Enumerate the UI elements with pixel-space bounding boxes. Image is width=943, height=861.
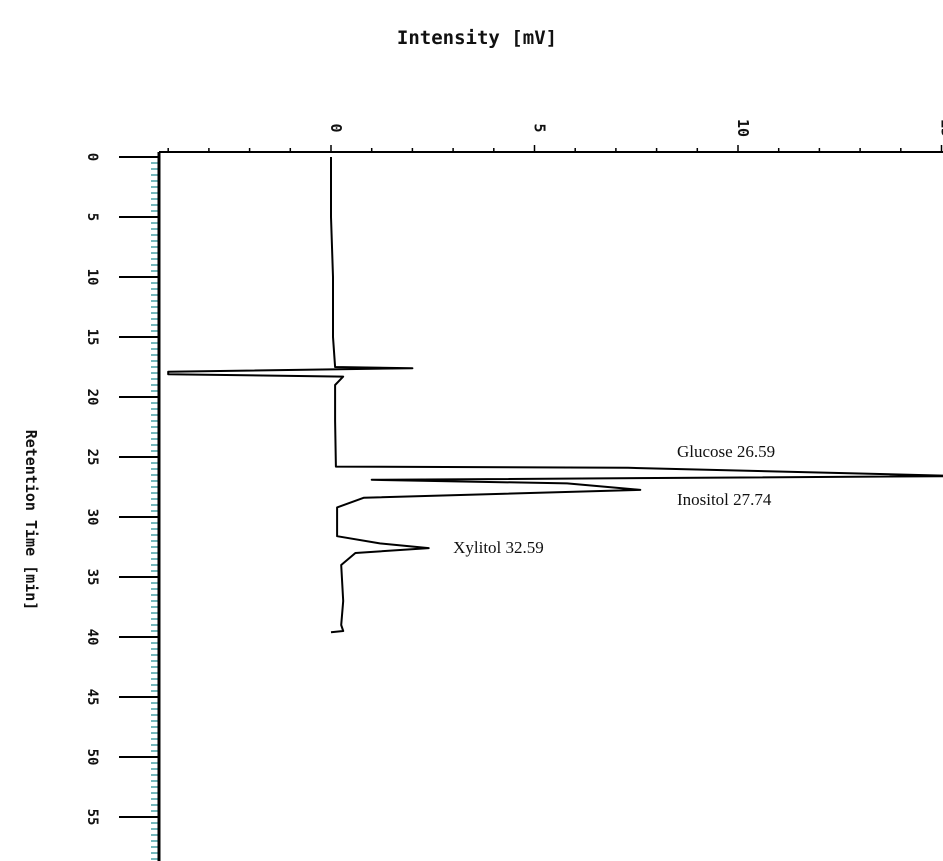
y-tick-label: 40 [84, 629, 100, 646]
x-axis-tick-labels: 0 5 10 15 [327, 119, 943, 137]
y-tick-label: 20 [84, 389, 100, 406]
y-axis-tick-labels: 0 5 10 15 20 25 30 35 40 45 50 55 [84, 153, 100, 826]
series-layer [167, 157, 943, 634]
y-tick-label: 55 [84, 809, 100, 826]
y-tick-label: 25 [84, 449, 100, 466]
peak-label: Glucose 26.59 [677, 442, 775, 461]
y-axis-title: Retention Time [min] [22, 430, 40, 611]
x-tick-label: 10 [734, 119, 752, 137]
x-tick-label: 15 [938, 119, 943, 137]
chromatogram-trace [167, 157, 943, 634]
x-tick-label: 5 [531, 123, 549, 132]
annotation-layer: Glucose 26.59 Inositol 27.74 Xylitol 32.59 [453, 442, 775, 557]
y-tick-label: 30 [84, 509, 100, 526]
y-axis-ticks [119, 156, 159, 860]
y-tick-label: 35 [84, 569, 100, 586]
y-tick-label: 50 [84, 749, 100, 766]
peak-label: Inositol 27.74 [677, 490, 772, 509]
y-tick-label: 10 [84, 269, 100, 286]
y-tick-label: 0 [84, 153, 100, 161]
x-axis-ticks [167, 145, 943, 152]
peak-label: Xylitol 32.59 [453, 538, 544, 557]
y-tick-label: 45 [84, 689, 100, 706]
y-tick-label: 15 [84, 329, 100, 346]
y-tick-label: 5 [84, 213, 100, 221]
x-axis-title: Intensity [mV] [397, 27, 557, 49]
x-tick-label: 0 [327, 123, 345, 132]
